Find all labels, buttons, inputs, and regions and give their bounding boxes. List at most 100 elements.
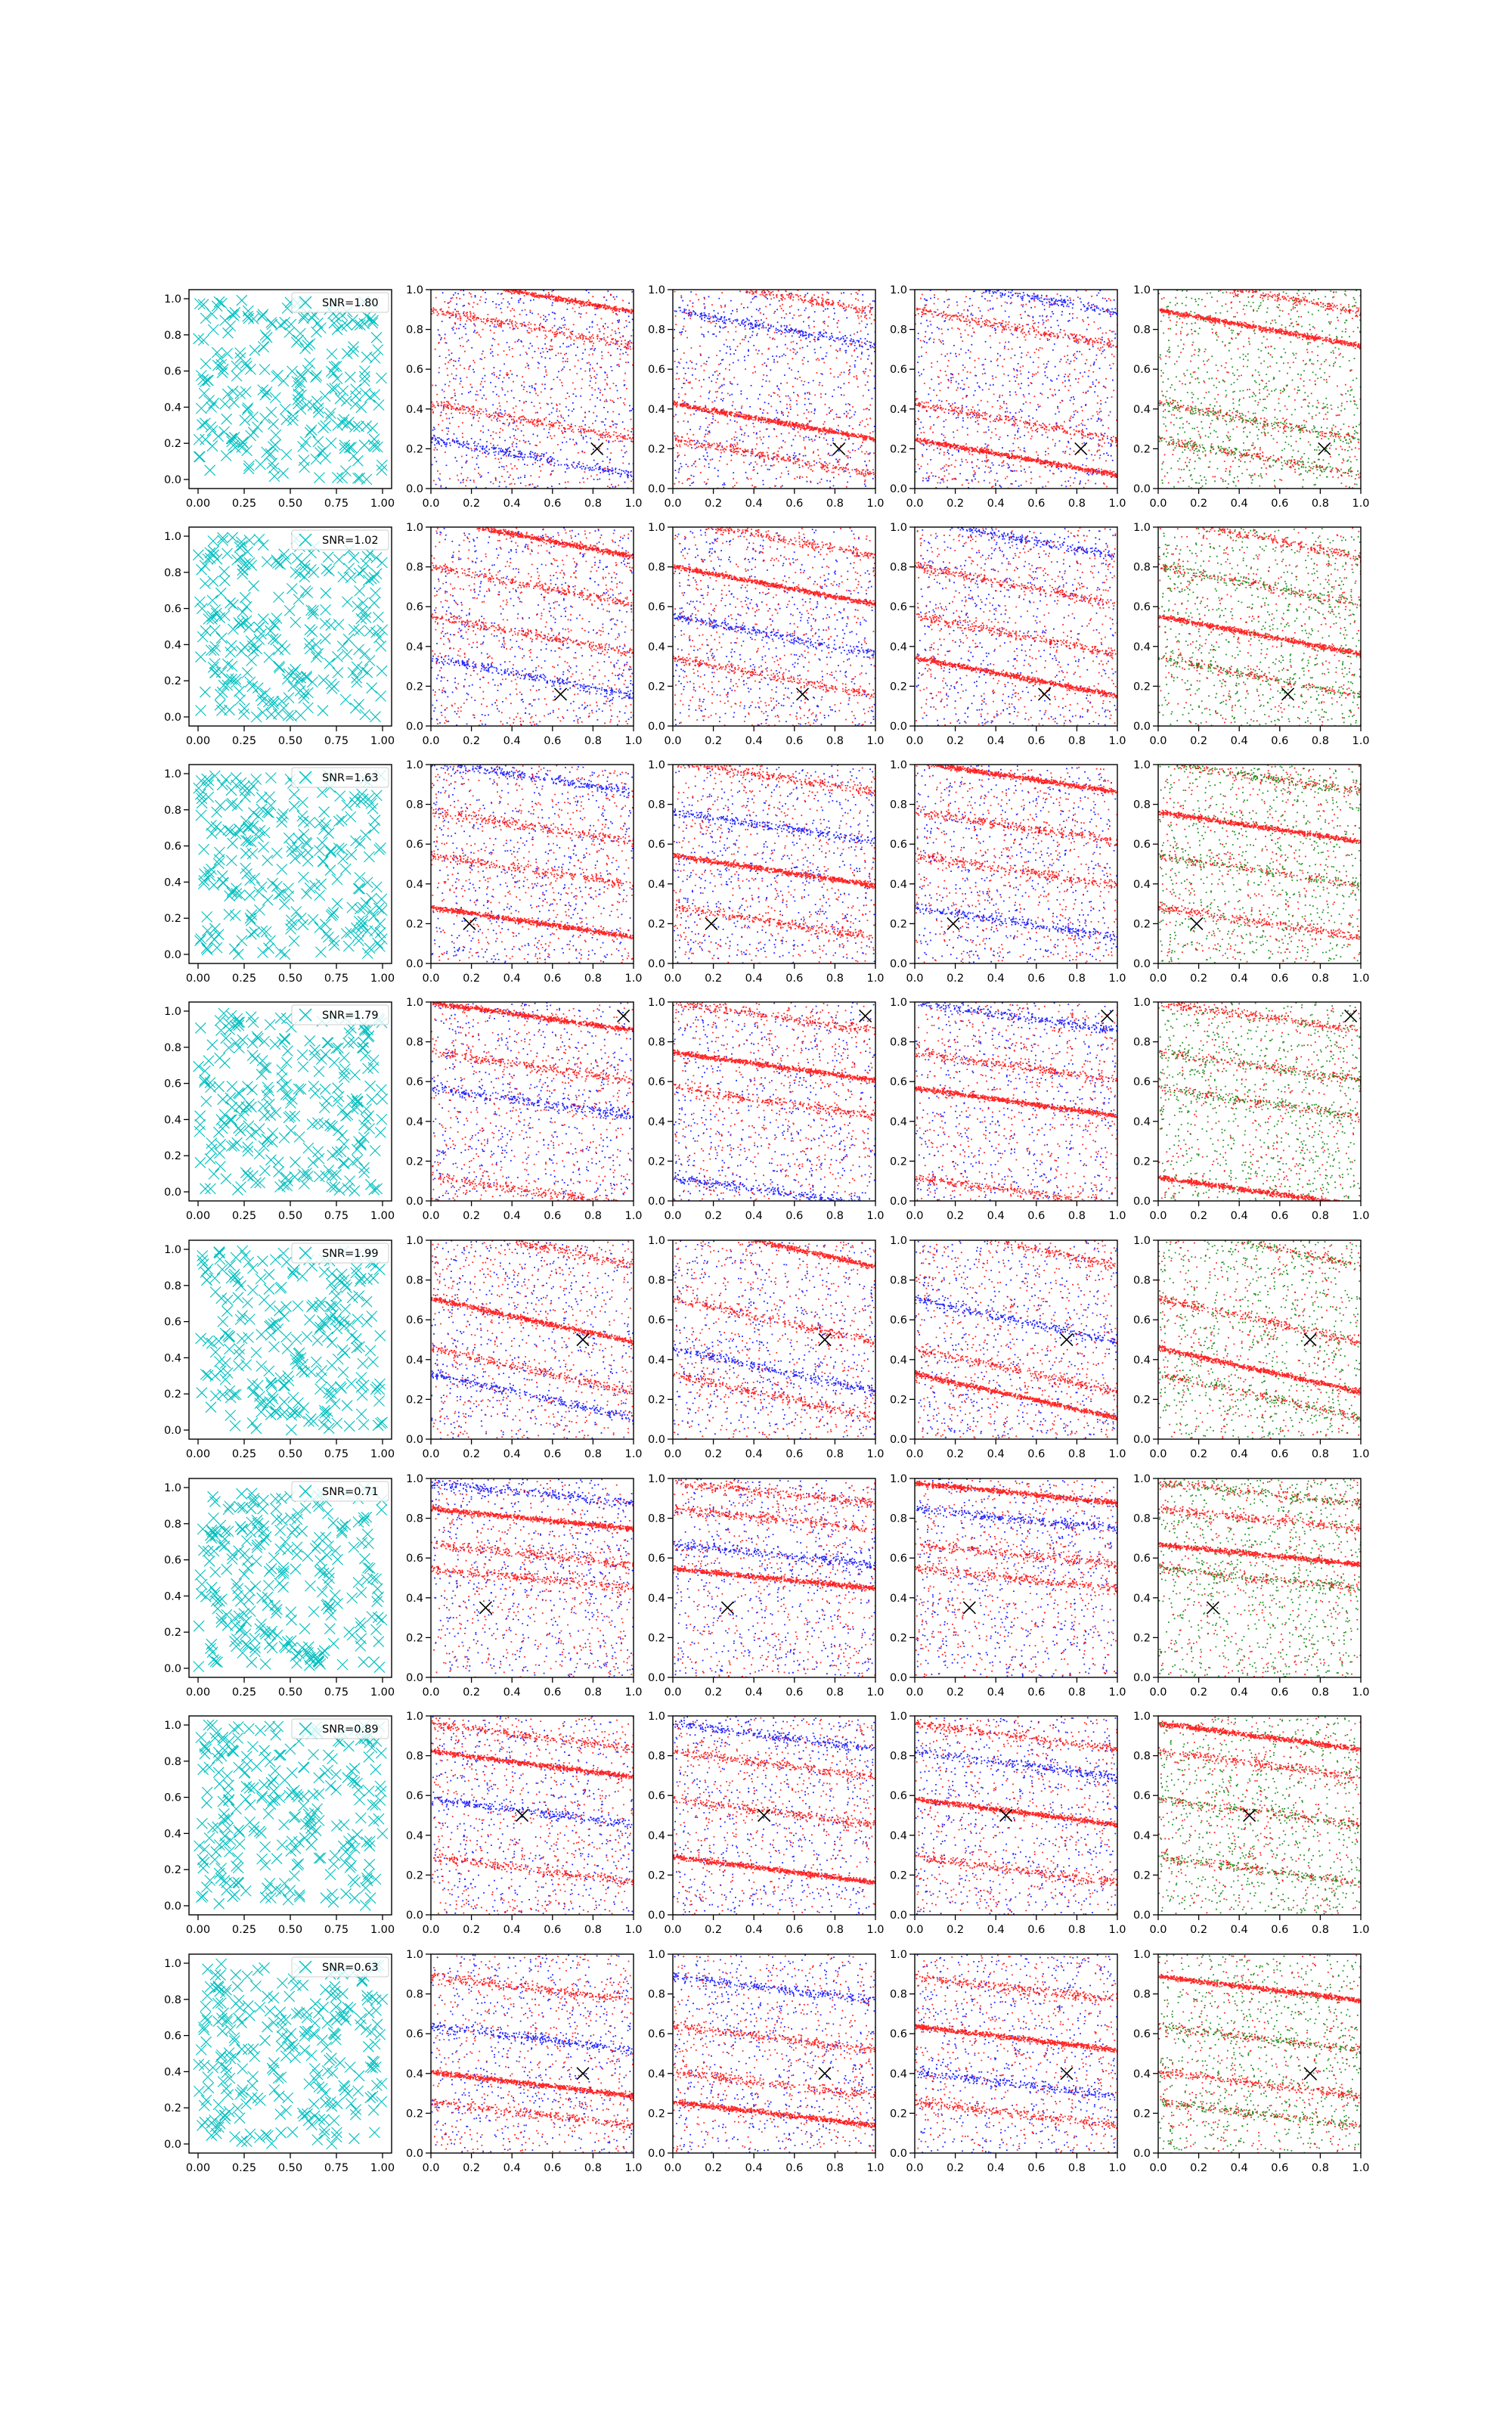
x-tick-label: 1.00 <box>370 973 395 985</box>
y-tick-label: 0.4 <box>648 1593 665 1605</box>
x-tick-label: 0.4 <box>987 1686 1005 1699</box>
y-tick-label: 0.0 <box>648 1910 665 1922</box>
y-tick-label: 0.4 <box>406 641 423 653</box>
x-tick-label: 0.2 <box>463 498 480 510</box>
y-tick-label: 0.0 <box>164 2139 181 2151</box>
y-tick-label: 0.2 <box>648 443 665 455</box>
y-tick-label: 1.0 <box>164 1482 181 1494</box>
x-tick-label: 0.6 <box>544 735 561 747</box>
plot-area <box>915 290 1119 490</box>
x-tick-label: 0.4 <box>745 1686 763 1699</box>
y-tick-label: 0.0 <box>164 712 181 724</box>
red-points <box>673 290 876 489</box>
panel-r8-c4: 0.0 0.2 0.4 0.6 0.8 1.00.00.20.40.60.81.0 <box>890 1949 1126 2174</box>
y-tick-label: 0.2 <box>890 1156 907 1168</box>
panel-r1-c4: 0.0 0.2 0.4 0.6 0.8 1.00.00.20.40.60.81.0 <box>890 284 1126 510</box>
x-tick-label: 0.8 <box>826 2162 844 2174</box>
x-tick-label: 0.75 <box>324 498 349 510</box>
target-marker <box>1304 1334 1316 1346</box>
x-tick-label: 0.8 <box>1312 498 1329 510</box>
y-tick-label: 0.0 <box>1133 1910 1151 1922</box>
y-tick-label: 0.6 <box>1133 2028 1151 2040</box>
y-tick-label: 0.8 <box>1133 1513 1151 1525</box>
y-tick-label: 1.0 <box>648 284 665 296</box>
y-tick-label: 1.0 <box>890 1473 907 1485</box>
y-tick-label: 0.2 <box>164 438 181 450</box>
panel-r5-c2: 0.0 0.2 0.4 0.6 0.8 1.00.00.20.40.60.81.0 <box>406 1235 643 1460</box>
panel-r6-c4: 0.0 0.2 0.4 0.6 0.8 1.00.00.20.40.60.81.0 <box>890 1473 1126 1699</box>
red-points <box>915 527 1119 727</box>
y-tick-label: 0.0 <box>1133 1434 1151 1446</box>
plot-area <box>431 1716 635 1916</box>
x-tick-label: 0.4 <box>503 973 521 985</box>
plot-area <box>673 1716 877 1916</box>
red-points <box>915 1716 1119 1915</box>
x-marker-points <box>193 532 387 722</box>
x-tick-label: 0.75 <box>324 2162 349 2174</box>
panel-r3-c1: SNR=1.630.00 0.25 0.50 0.75 1.000.00.20.40.6… <box>164 765 395 985</box>
panel-r7-c5: 0.0 0.2 0.4 0.6 0.8 1.00.00.20.40.60.81.0 <box>1133 1711 1370 1936</box>
y-tick-label: 0.6 <box>1133 1076 1151 1088</box>
x-tick-label: 0.2 <box>705 1210 722 1222</box>
x-tick-label: 0.4 <box>987 498 1005 510</box>
x-tick-label: 1.0 <box>624 973 642 985</box>
x-tick-label: 0.6 <box>1027 1448 1045 1460</box>
plot-area <box>915 1240 1119 1440</box>
y-tick-label: 0.6 <box>890 1076 907 1088</box>
x-tick-label: 0.2 <box>947 1448 964 1460</box>
y-tick-label: 0.6 <box>164 841 181 853</box>
y-tick-label: 0.2 <box>890 2108 907 2120</box>
x-tick-label: 0.4 <box>503 1210 521 1222</box>
x-tick-label: 1.0 <box>1352 973 1369 985</box>
plot-area <box>673 527 877 728</box>
x-tick-label: 0.8 <box>1312 1924 1329 1936</box>
red-points <box>673 1002 877 1202</box>
y-tick-label: 0.6 <box>1133 1314 1151 1326</box>
x-tick-label: 0.50 <box>278 1686 302 1699</box>
y-tick-label: 0.6 <box>890 364 907 376</box>
y-tick-label: 0.4 <box>164 639 181 651</box>
plot-area <box>431 1478 635 1678</box>
y-tick-label: 0.2 <box>648 1869 665 1882</box>
panel-r2-c2: 0.0 0.2 0.4 0.6 0.8 1.00.00.20.40.60.81.0 <box>406 522 643 747</box>
axes-frame <box>673 765 875 963</box>
x-tick-label: 0.00 <box>186 973 210 985</box>
target-marker <box>1345 1010 1357 1022</box>
plot-area <box>674 765 877 965</box>
plot-area: SNR=1.63 <box>194 768 389 960</box>
target-marker <box>1101 1010 1114 1022</box>
y-tick-label: 1.0 <box>890 759 907 771</box>
x-tick-label: 1.0 <box>1352 1686 1369 1699</box>
y-tick-label: 0.2 <box>164 2102 181 2114</box>
x-tick-label: 0.4 <box>503 735 521 747</box>
panel-r6-c1: SNR=0.710.00 0.25 0.50 0.75 1.000.00.20.40.6… <box>164 1478 395 1699</box>
x-tick-label: 0.2 <box>705 973 722 985</box>
y-tick-label: 0.0 <box>406 958 423 970</box>
legend-label: SNR=0.71 <box>322 1486 379 1498</box>
x-tick-label: 0.8 <box>584 498 602 510</box>
snr-legend: SNR=0.89 <box>292 1719 389 1739</box>
x-tick-label: 0.4 <box>987 1210 1005 1222</box>
x-tick-label: 1.0 <box>866 973 884 985</box>
x-tick-label: 0.0 <box>906 1448 923 1460</box>
x-tick-label: 1.0 <box>1352 735 1369 747</box>
x-tick-label: 0.2 <box>705 1448 722 1460</box>
y-tick-label: 1.0 <box>164 1006 181 1018</box>
x-tick-label: 0.25 <box>232 1448 256 1460</box>
plot-area: SNR=1.80 <box>194 293 389 485</box>
x-tick-label: 0.8 <box>826 1686 844 1699</box>
y-tick-label: 0.6 <box>1133 601 1151 613</box>
panel-r1-c5: 0.0 0.2 0.4 0.6 0.8 1.00.00.20.40.60.81.0 <box>1133 284 1370 510</box>
x-marker-path <box>193 532 387 722</box>
y-tick-label: 0.8 <box>164 1042 181 1054</box>
y-tick-label: 0.4 <box>1133 2068 1151 2080</box>
y-tick-label: 0.0 <box>890 721 907 733</box>
y-tick-label: 1.0 <box>164 293 181 306</box>
y-tick-label: 0.6 <box>164 1317 181 1329</box>
y-tick-label: 0.8 <box>406 1513 423 1525</box>
y-tick-label: 0.4 <box>1133 879 1151 891</box>
blue-points <box>432 290 635 490</box>
y-tick-label: 0.0 <box>890 2148 907 2160</box>
target-marker <box>1061 2068 1073 2080</box>
plot-area <box>915 1954 1119 2154</box>
